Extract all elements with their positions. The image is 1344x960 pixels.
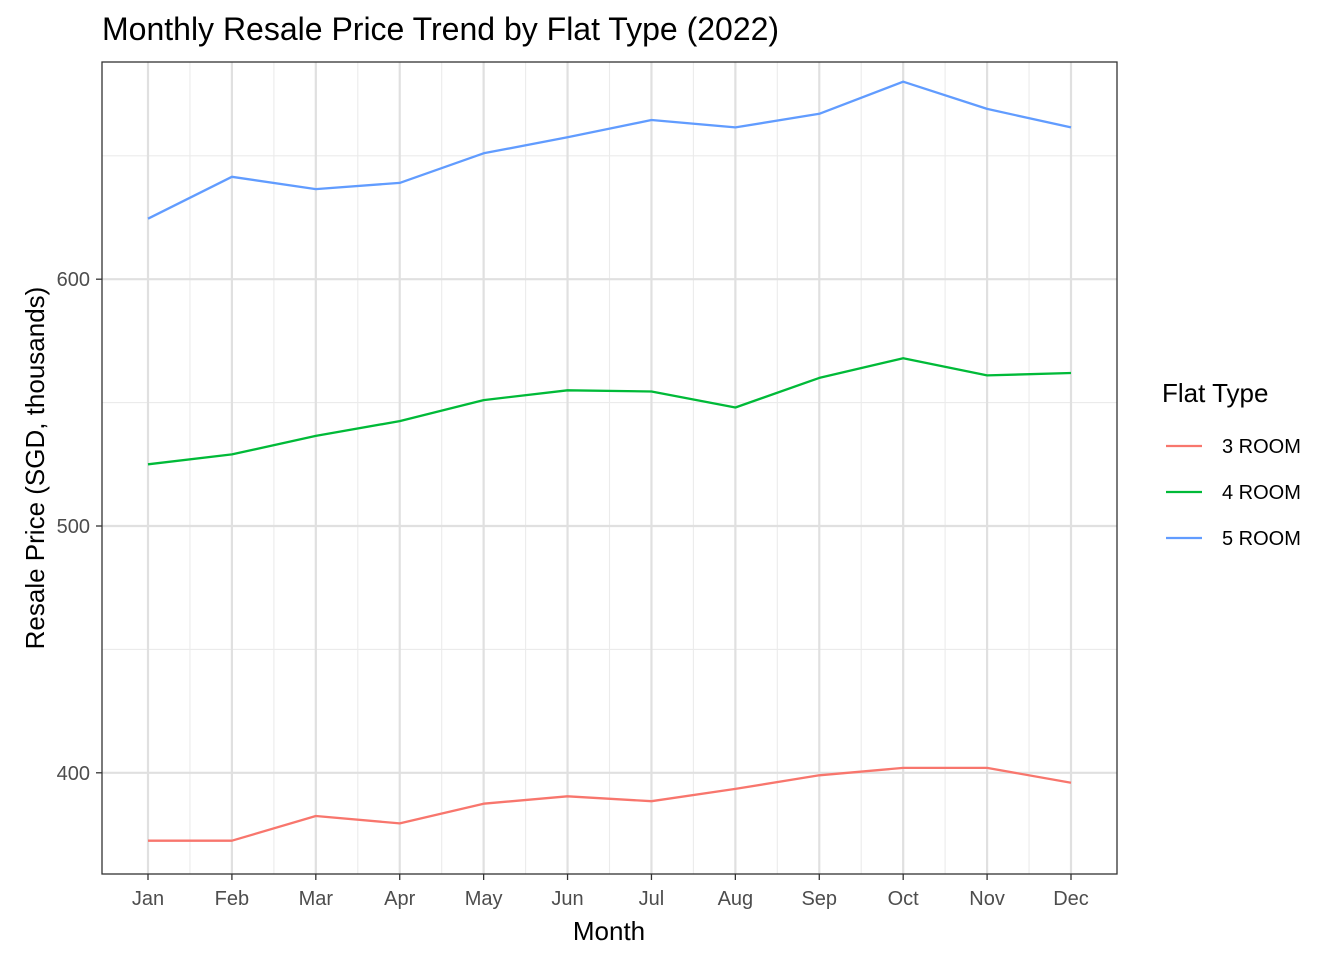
x-tick-label: Jul	[639, 888, 665, 910]
x-tick-label: May	[465, 888, 503, 910]
series-line-5-room	[147, 80, 1072, 220]
legend-label: 4 ROOM	[1222, 482, 1301, 504]
legend-label: 3 ROOM	[1222, 436, 1301, 458]
y-axis-title: Resale Price (SGD, thousands)	[20, 287, 50, 650]
axes: 400 500 600 Jan Feb Mar Apr May Jun Jul Aug Sep Oct N…	[57, 269, 1089, 910]
legend-label: 5 ROOM	[1222, 528, 1301, 550]
series-line-3-room	[148, 766, 1072, 842]
x-tick-label: Mar	[299, 888, 334, 910]
chart-title: Monthly Resale Price Trend by Flat Type …	[102, 11, 779, 47]
x-tick-label: Oct	[888, 888, 920, 910]
y-tick-label: 400	[57, 763, 90, 785]
x-tick-label: Apr	[384, 888, 415, 910]
x-tick-label: Dec	[1053, 888, 1089, 910]
y-tick-label: 600	[57, 269, 90, 291]
series-lines	[147, 80, 1072, 842]
x-tick-label: Jan	[132, 888, 164, 910]
series-line-4-room	[147, 357, 1072, 466]
legend-title: Flat Type	[1162, 378, 1268, 408]
x-tick-label: Nov	[969, 888, 1005, 910]
x-tick-label: Feb	[215, 888, 249, 910]
x-tick-label: Jun	[551, 888, 583, 910]
grid-lines	[102, 62, 1117, 874]
x-tick-label: Aug	[718, 888, 754, 910]
legend: Flat Type 3 ROOM 4 ROOM 5 ROOM	[1162, 378, 1301, 550]
x-axis-title: Month	[573, 916, 645, 946]
y-tick-label: 500	[57, 516, 90, 538]
plot-panel-border	[101, 61, 1118, 875]
x-tick-label: Sep	[801, 888, 837, 910]
